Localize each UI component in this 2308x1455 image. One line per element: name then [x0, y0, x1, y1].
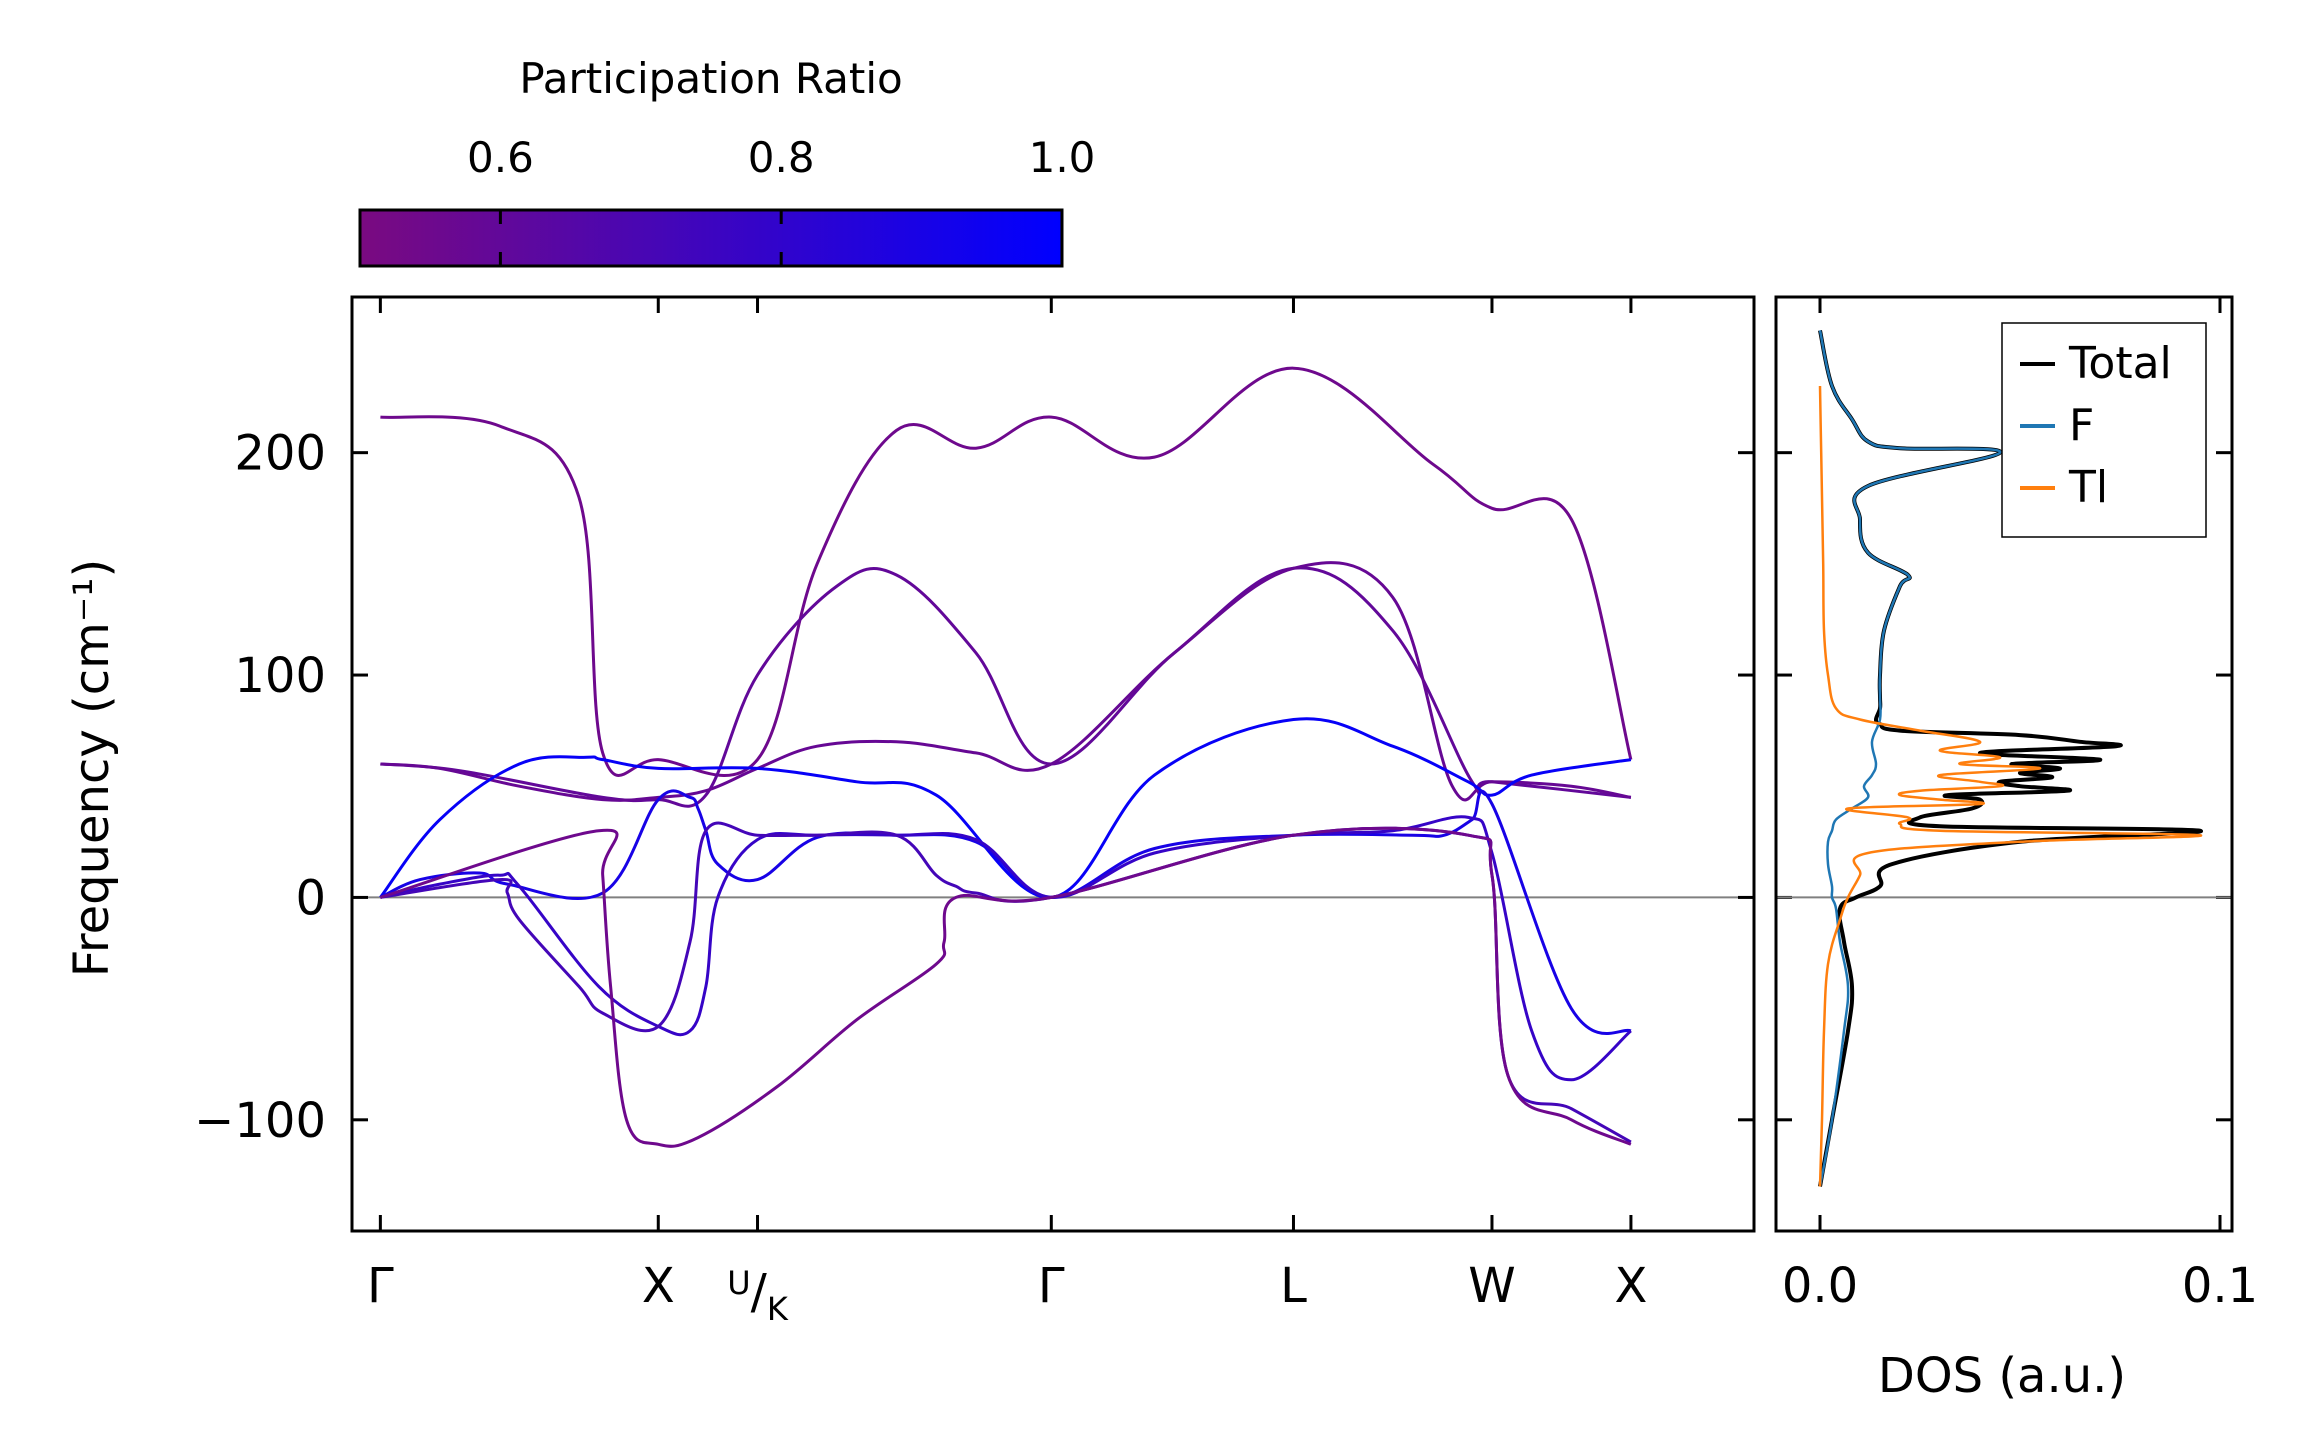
x-tick-label: Γ [367, 1258, 394, 1314]
legend-label-f: F [2069, 400, 2094, 451]
uk-top: U [727, 1264, 750, 1302]
band-x-ticks: Γ X U/K Γ L W X [367, 297, 1647, 1328]
colorbar-ticks: 0.6 0.8 1.0 [467, 133, 1095, 266]
y-tick-label: 200 [234, 426, 326, 482]
y-tick-label: 100 [234, 648, 326, 704]
colorbar-tick-label: 0.6 [467, 133, 534, 182]
y-tick-label: −100 [194, 1093, 326, 1149]
dos-ticks: 0.0 0.1 [1782, 297, 2258, 1314]
band-series-branch-3 [380, 561, 1632, 802]
dos-series-f [1818, 330, 2002, 1187]
band-series-branch-2 [380, 566, 1632, 808]
band-axes-frame [350, 295, 1756, 1233]
band-series-branch-1 [380, 366, 1633, 778]
uk-slash: / [751, 1264, 768, 1320]
band-series-branch-8 [379, 826, 1632, 1148]
band-y-ticks: −100 0 100 200 [194, 426, 2232, 1149]
colorbar-bar [358, 208, 1064, 268]
uk-bottom: K [767, 1290, 789, 1328]
legend-label-tl: Tl [2068, 462, 2108, 513]
x-tick-label: X [642, 1258, 675, 1314]
x-tick-label: Γ [1038, 1258, 1065, 1314]
x-tick-label: L [1280, 1258, 1307, 1314]
band-series-branch-5 [379, 789, 1632, 1036]
dos-panel: 0.0 0.1 DOS (a.u.) Total F Tl [1774, 295, 2258, 1404]
dos-lines [1818, 329, 2203, 1187]
band-panel: −100 0 100 200 Γ X U/K Γ L W X Frequency (cm⁻¹) [64, 295, 2232, 1328]
legend-box [2001, 322, 2207, 538]
x-tick-label: X [1614, 1258, 1647, 1314]
x-tick-label: W [1468, 1258, 1515, 1314]
dos-x-tick-label: 0.1 [2182, 1258, 2258, 1314]
colorbar-label: Participation Ratio [519, 54, 902, 103]
y-tick-label: 0 [295, 870, 326, 926]
band-series-branch-4 [379, 717, 1632, 899]
dos-axes-frame [1774, 295, 2234, 1233]
y-axis-label: Frequency (cm⁻¹) [64, 559, 120, 977]
colorbar: Participation Ratio 0.6 0.8 1.0 [358, 54, 1095, 268]
legend: Total F Tl [2001, 322, 2207, 538]
band-series-branch-6 [380, 815, 1632, 1082]
colorbar-tick-label: 0.8 [748, 133, 815, 182]
band-lines [379, 366, 1633, 1148]
x-tick-label-uk: U/K [727, 1264, 789, 1328]
legend-label-total: Total [2068, 338, 2172, 389]
colorbar-tick-label: 1.0 [1029, 133, 1096, 182]
x-axis-label-dos: DOS (a.u.) [1878, 1348, 2126, 1404]
dos-series-tl [1818, 385, 2203, 1187]
dos-x-tick-label: 0.0 [1782, 1258, 1858, 1314]
